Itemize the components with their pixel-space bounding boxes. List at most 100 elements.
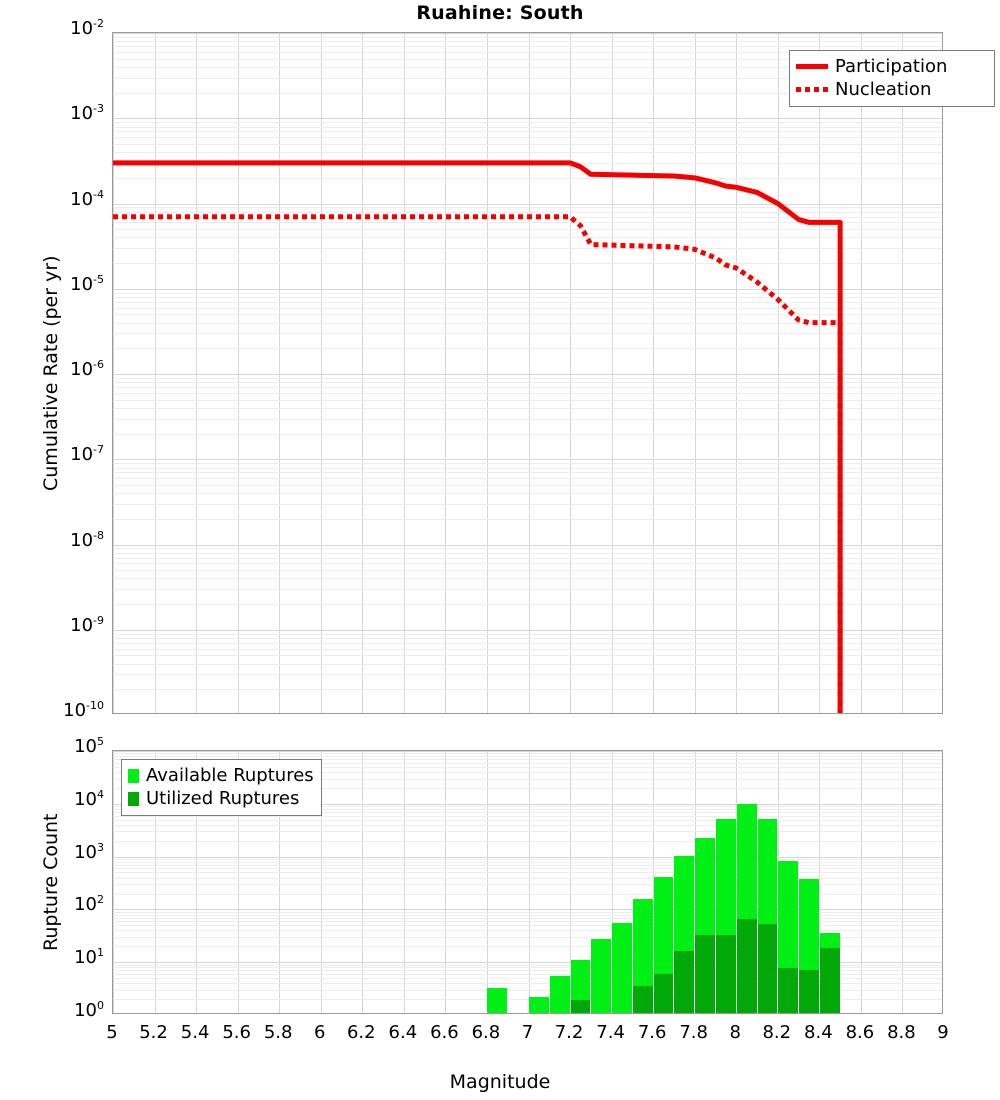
y-tick-label: 10-7 <box>70 443 104 466</box>
x-tick-label: 6 <box>314 1022 326 1043</box>
x-tick-label: 5.2 <box>139 1022 168 1043</box>
gridline-horizontal-minor <box>113 467 942 469</box>
gridline-horizontal <box>113 288 942 290</box>
bar-utilized <box>715 935 736 1013</box>
gridline-horizontal <box>113 751 942 752</box>
gridline-horizontal-minor <box>113 418 942 420</box>
y-tick-label: 10-9 <box>70 613 104 636</box>
gridline-horizontal-minor <box>113 314 942 316</box>
gridline-horizontal-minor <box>113 143 942 145</box>
gridline-horizontal <box>113 629 942 631</box>
gridline-horizontal-minor <box>113 207 942 209</box>
gridline-horizontal-minor <box>113 58 942 60</box>
bar-available <box>529 997 549 1013</box>
gridline-vertical <box>819 33 821 713</box>
gridline-horizontal <box>113 459 942 461</box>
bar-available <box>632 898 653 1013</box>
bar-utilized <box>799 970 819 1013</box>
gridline-vertical <box>196 33 198 713</box>
gridline-vertical <box>819 751 821 1013</box>
bar-available <box>612 923 632 1013</box>
gridline-horizontal-minor <box>113 864 942 866</box>
gridline-horizontal-minor <box>113 973 942 975</box>
gridline-horizontal-minor <box>113 978 942 980</box>
gridline-horizontal-minor <box>113 772 942 773</box>
bar-group <box>653 751 674 1013</box>
bar-utilized <box>695 935 715 1013</box>
gridline-vertical <box>445 33 447 713</box>
gridline-horizontal-minor <box>113 377 942 379</box>
gridline-horizontal-minor <box>113 152 942 154</box>
gridline-vertical <box>237 33 239 713</box>
y-tick-label: 10-8 <box>70 528 104 551</box>
gridline-horizontal-minor <box>113 930 942 932</box>
y-tick-label: 100 <box>74 999 104 1021</box>
gridline-horizontal-minor <box>113 382 942 384</box>
gridline-horizontal-minor <box>113 548 942 550</box>
gridline-horizontal-minor <box>113 51 942 53</box>
gridline-horizontal-minor <box>113 493 942 495</box>
y-tick-label: 104 <box>74 787 104 810</box>
gridline-vertical <box>777 33 779 713</box>
gridline-vertical <box>528 33 530 713</box>
y-tick-label: 10-4 <box>70 187 104 210</box>
gridline-horizontal-minor <box>113 893 942 895</box>
gridline-horizontal-minor <box>113 787 942 789</box>
gridline-horizontal-minor <box>113 911 942 913</box>
gridline-vertical <box>694 33 696 713</box>
gridline-horizontal-minor <box>113 292 942 294</box>
gridline-horizontal-minor <box>113 557 942 559</box>
gridline-horizontal-minor <box>113 914 942 916</box>
gridline-horizontal-minor <box>113 917 942 919</box>
y-tick-label: 10-6 <box>70 358 104 380</box>
gridline-horizontal-minor <box>113 604 942 606</box>
bar-group <box>819 751 840 1013</box>
gridline-vertical <box>154 33 156 713</box>
x-tick-label: 8.6 <box>845 1022 875 1043</box>
gridline-horizontal-minor <box>113 861 942 863</box>
gridline-vertical <box>860 33 862 713</box>
page-title: Ruahine: South <box>416 2 584 24</box>
gridline-horizontal-minor <box>113 36 942 38</box>
gridline-horizontal-minor <box>113 756 942 758</box>
gridline-horizontal-minor <box>113 222 942 224</box>
gridline-horizontal <box>113 909 942 911</box>
gridline-horizontal-minor <box>113 811 942 813</box>
legend-item-available: Available Ruptures <box>128 764 314 787</box>
x-tick-label: 7.8 <box>679 1022 708 1043</box>
cumulative-rate-plot <box>112 32 943 714</box>
gridline-horizontal-minor <box>113 921 942 923</box>
x-tick-label: 6.6 <box>430 1022 459 1043</box>
bar-utilized <box>819 948 840 1013</box>
bar-available <box>487 987 508 1013</box>
x-tick-label: 8 <box>729 1022 741 1043</box>
gridline-horizontal-minor <box>113 46 942 48</box>
gridline-horizontal-minor <box>113 248 942 250</box>
gridline-horizontal-minor <box>113 307 942 309</box>
gridline-horizontal-minor <box>113 122 942 124</box>
gridline-horizontal-minor <box>113 478 942 480</box>
gridline-vertical <box>902 33 904 713</box>
gridline-horizontal-minor <box>113 778 942 780</box>
x-tick-label: 5.8 <box>263 1022 293 1043</box>
gridline-horizontal-minor <box>113 964 942 966</box>
gridline-horizontal <box>113 33 942 34</box>
gridline-vertical <box>611 751 613 1013</box>
x-tick-label: 6.8 <box>471 1022 501 1043</box>
bar-group <box>695 751 715 1013</box>
legend-label-participation: Participation <box>835 55 948 77</box>
gridline-horizontal-minor <box>113 689 942 691</box>
gridline-horizontal-minor <box>113 872 942 874</box>
gridline-horizontal-minor <box>113 877 942 879</box>
gridline-horizontal-minor <box>113 648 942 650</box>
gridline-horizontal-minor <box>113 92 942 94</box>
gridline-horizontal-minor <box>113 989 942 991</box>
y-tick-label: 101 <box>74 946 104 969</box>
x-tick-label: 6.2 <box>346 1022 376 1043</box>
rate-curves <box>113 160 843 713</box>
available-swatch-icon <box>128 768 139 783</box>
gridline-vertical <box>403 751 405 1013</box>
x-tick-label: 7.2 <box>554 1022 584 1043</box>
gridline-horizontal-minor <box>113 946 942 948</box>
